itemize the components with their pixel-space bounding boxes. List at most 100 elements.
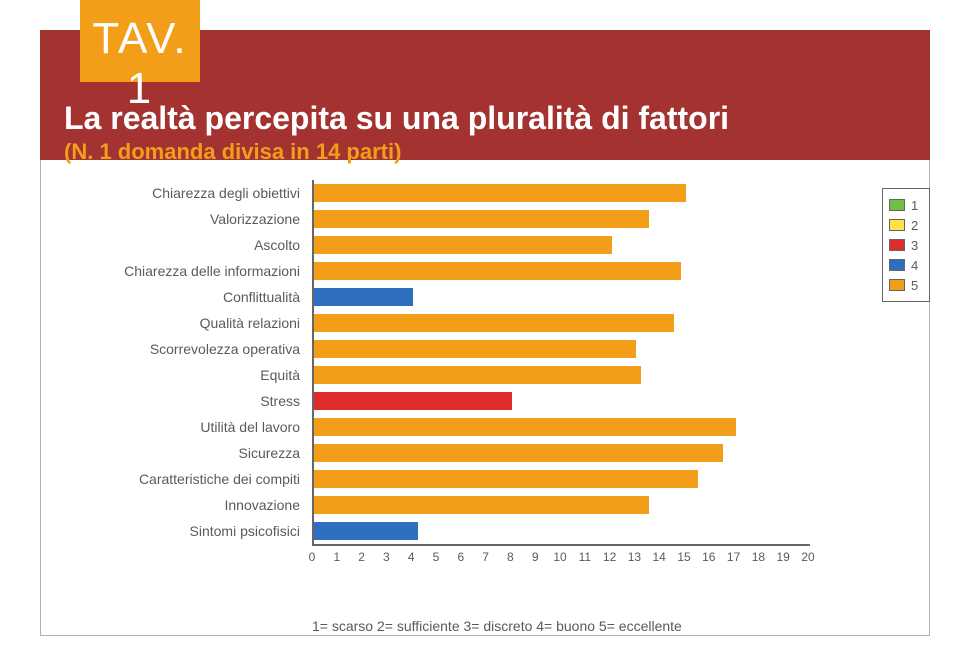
chart-title: La realtà percepita su una pluralità di … <box>64 100 906 137</box>
bar <box>314 184 686 202</box>
chart-subtitle: (N. 1 domanda divisa in 14 parti) <box>64 139 906 165</box>
legend-swatch <box>889 279 905 291</box>
bar <box>314 288 413 306</box>
category-label: Utilità del lavoro <box>60 419 312 435</box>
bar-row: Ascolto <box>60 232 840 258</box>
x-tick-label: 18 <box>752 550 765 564</box>
legend-swatch <box>889 259 905 271</box>
legend-label: 3 <box>911 238 918 253</box>
category-label: Equità <box>60 367 312 383</box>
category-label: Qualità relazioni <box>60 315 312 331</box>
x-tick-label: 12 <box>603 550 616 564</box>
category-label: Valorizzazione <box>60 211 312 227</box>
bar <box>314 262 681 280</box>
legend-swatch <box>889 239 905 251</box>
tav-badge: TAV. 1 <box>80 0 200 82</box>
bar-row: Sintomi psicofisici <box>60 518 840 544</box>
category-label: Chiarezza delle informazioni <box>60 263 312 279</box>
category-label: Scorrevolezza operativa <box>60 341 312 357</box>
bar-cell <box>312 492 808 518</box>
category-label: Innovazione <box>60 497 312 513</box>
bar-cell <box>312 180 808 206</box>
bar-cell <box>312 440 808 466</box>
scale-key-text: 1= scarso 2= sufficiente 3= discreto 4= … <box>312 618 682 634</box>
x-tick-label: 14 <box>653 550 666 564</box>
bar-cell <box>312 232 808 258</box>
bar <box>314 392 512 410</box>
bar-row: Scorrevolezza operativa <box>60 336 840 362</box>
bar <box>314 236 612 254</box>
x-tick-label: 19 <box>777 550 790 564</box>
bar-cell <box>312 206 808 232</box>
bar-row: Utilità del lavoro <box>60 414 840 440</box>
x-tick-label: 6 <box>457 550 464 564</box>
bar <box>314 496 649 514</box>
x-tick-label: 3 <box>383 550 390 564</box>
x-tick-label: 2 <box>358 550 365 564</box>
bar <box>314 340 636 358</box>
category-label: Sicurezza <box>60 445 312 461</box>
bar-cell <box>312 466 808 492</box>
x-tick-label: 20 <box>801 550 814 564</box>
bar-row: Qualità relazioni <box>60 310 840 336</box>
bar-row: Stress <box>60 388 840 414</box>
x-tick-label: 1 <box>333 550 340 564</box>
legend-row: 3 <box>889 235 923 255</box>
legend-row: 5 <box>889 275 923 295</box>
legend-row: 4 <box>889 255 923 275</box>
x-axis: 01234567891011121314151617181920 <box>312 544 810 572</box>
x-tick-label: 5 <box>433 550 440 564</box>
bar <box>314 470 698 488</box>
legend-label: 2 <box>911 218 918 233</box>
x-tick-label: 7 <box>482 550 489 564</box>
bar <box>314 366 641 384</box>
bar-cell <box>312 388 808 414</box>
x-tick-label: 11 <box>579 550 591 564</box>
bar-cell <box>312 518 808 544</box>
bar-cell <box>312 362 808 388</box>
x-tick-label: 13 <box>628 550 641 564</box>
category-label: Stress <box>60 393 312 409</box>
bar-row: Innovazione <box>60 492 840 518</box>
bar-row: Valorizzazione <box>60 206 840 232</box>
bar-row: Equità <box>60 362 840 388</box>
legend-label: 1 <box>911 198 918 213</box>
x-tick-label: 4 <box>408 550 415 564</box>
x-tick-label: 10 <box>553 550 566 564</box>
bar-row: Chiarezza delle informazioni <box>60 258 840 284</box>
x-tick-label: 0 <box>309 550 316 564</box>
chart-area: Chiarezza degli obiettivi Valorizzazione A… <box>60 180 840 590</box>
legend-swatch <box>889 219 905 231</box>
axis-corner <box>312 540 314 546</box>
x-tick-label: 16 <box>702 550 715 564</box>
x-tick-label: 17 <box>727 550 740 564</box>
bar <box>314 314 674 332</box>
bar-cell <box>312 284 808 310</box>
legend-swatch <box>889 199 905 211</box>
category-label: Sintomi psicofisici <box>60 523 312 539</box>
legend-box: 1 2 3 4 5 <box>882 188 930 302</box>
bar-cell <box>312 336 808 362</box>
legend-row: 2 <box>889 215 923 235</box>
category-label: Conflittualità <box>60 289 312 305</box>
bar <box>314 522 418 540</box>
bar-cell <box>312 310 808 336</box>
x-tick-label: 8 <box>507 550 514 564</box>
category-label: Caratteristiche dei compiti <box>60 471 312 487</box>
bar <box>314 210 649 228</box>
x-tick-label: 15 <box>677 550 690 564</box>
bar <box>314 418 736 436</box>
bar-row: Sicurezza <box>60 440 840 466</box>
bar-cell <box>312 258 808 284</box>
category-label: Chiarezza degli obiettivi <box>60 185 312 201</box>
legend-row: 1 <box>889 195 923 215</box>
category-label: Ascolto <box>60 237 312 253</box>
page: La realtà percepita su una pluralità di … <box>0 0 960 670</box>
legend-label: 4 <box>911 258 918 273</box>
bar <box>314 444 723 462</box>
legend-label: 5 <box>911 278 918 293</box>
bar-cell <box>312 414 808 440</box>
bar-row: Caratteristiche dei compiti <box>60 466 840 492</box>
bar-row: Conflittualità <box>60 284 840 310</box>
bar-rows-host: Chiarezza degli obiettivi Valorizzazione A… <box>60 180 840 544</box>
